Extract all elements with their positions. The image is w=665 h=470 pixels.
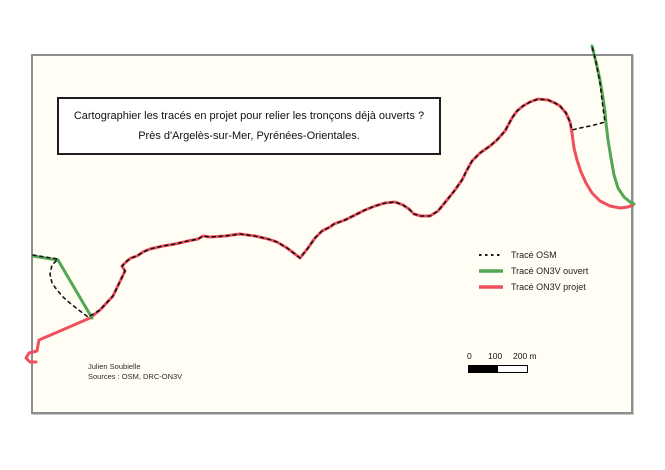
legend-label-on3v-ouvert: Tracé ON3V ouvert [511, 266, 589, 276]
title-box: Cartographier les tracés en projet pour … [57, 97, 441, 155]
legend-label-osm: Tracé OSM [511, 250, 557, 260]
red-line-swatch-icon [479, 285, 503, 289]
scale-bar-empty-half [498, 366, 527, 372]
legend: Tracé OSM Tracé ON3V ouvert Tracé ON3V p… [478, 247, 588, 295]
legend-item-on3v-projet: Tracé ON3V projet [478, 279, 588, 295]
title-line-1: Cartographier les tracés en projet pour … [73, 110, 425, 122]
legend-item-osm: Tracé OSM [478, 247, 588, 263]
scale-bar-graphic [468, 365, 528, 373]
scale-tick-100: 100 [488, 351, 503, 361]
scale-tick-200: 200 m [513, 351, 537, 361]
credits: Julien Soubielle Sources : OSM, DRC-ON3V [88, 362, 182, 382]
dashed-line-swatch-icon [479, 254, 503, 256]
credits-author: Julien Soubielle [88, 362, 141, 371]
legend-item-on3v-ouvert: Tracé ON3V ouvert [478, 263, 588, 279]
scale-bar: 0 100 200 m [462, 351, 552, 377]
scale-bar-filled-half [469, 366, 498, 372]
legend-label-on3v-projet: Tracé ON3V projet [511, 282, 586, 292]
green-line-swatch-icon [479, 269, 503, 273]
title-line-2: Près d'Argelès-sur-Mer, Pyrénées-Orienta… [138, 130, 360, 142]
credits-sources: Sources : OSM, DRC-ON3V [88, 372, 183, 381]
scale-tick-0: 0 [467, 351, 472, 361]
